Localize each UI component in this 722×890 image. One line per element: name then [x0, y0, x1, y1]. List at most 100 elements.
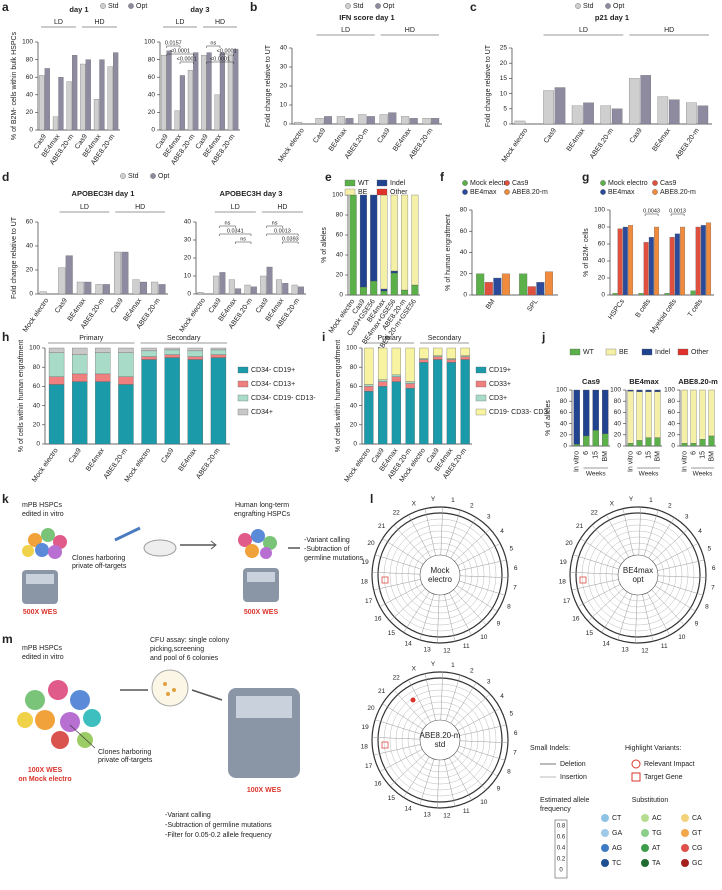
chromosome-label: 20: [367, 540, 375, 547]
bar-segment: [210, 347, 227, 351]
circos-center: [419, 719, 461, 761]
legend-label: Cas9: [512, 180, 528, 187]
y-tick-label: 40: [668, 420, 676, 427]
chromosome-label: 7: [711, 585, 715, 592]
circos-center: [617, 554, 659, 596]
chromosome-label: 21: [378, 688, 386, 695]
bar-segment: [391, 376, 401, 382]
bar-segment: [118, 376, 134, 385]
legend-swatch: [344, 188, 356, 196]
bar: [648, 237, 654, 296]
y-tick-label: 100: [610, 387, 621, 394]
bar-segment: [405, 381, 415, 384]
y-tick-label: 60: [26, 219, 34, 226]
bar: [686, 102, 697, 125]
bar-segment: [627, 443, 634, 447]
bar: [628, 78, 640, 125]
bar-segment: [433, 356, 443, 360]
bar: [95, 284, 103, 295]
circos-ring: [371, 671, 509, 809]
chromosome-divider: [444, 759, 456, 807]
legend-label: Cas9: [660, 180, 676, 187]
y-tick-label: 80: [336, 212, 344, 219]
x-tick-label: Cas9: [543, 127, 558, 144]
chromosome-divider: [459, 740, 508, 743]
bar: [76, 281, 84, 295]
x-tick-label: In vitro: [627, 451, 634, 472]
chromosome-divider: [654, 585, 696, 612]
chromosome-label: 3: [685, 513, 689, 520]
y-tick-label: 15: [500, 75, 508, 82]
circos-title: BE4max: [623, 566, 653, 575]
y-tick-label: 0: [29, 291, 33, 298]
chromosome-divider: [393, 524, 427, 561]
bar-segment: [627, 389, 634, 392]
chromosome-divider: [457, 543, 501, 566]
x-tick-label: BE4max: [85, 447, 106, 473]
y-tick-label: 20: [148, 109, 156, 116]
m-clones: private off-targets: [98, 757, 153, 764]
bar-segment: [602, 389, 609, 434]
bar: [643, 242, 649, 296]
chromosome-label: 22: [591, 510, 599, 517]
bar: [58, 267, 66, 295]
bar-segment: [390, 194, 398, 272]
significance-label: 0.0157: [165, 40, 182, 46]
bar: [219, 52, 225, 131]
substitution-label: TG: [652, 830, 662, 837]
bar: [121, 251, 129, 295]
x-tick-label: 6: [583, 451, 590, 455]
substitution-swatch: [601, 844, 609, 852]
significance-bracket: [166, 53, 194, 56]
legend-label: BE4max: [470, 189, 497, 196]
bar-segment: [380, 288, 388, 292]
y-tick-label: 60: [560, 409, 568, 416]
chromosome-divider: [389, 588, 426, 622]
chromosome-divider: [572, 554, 619, 570]
significance-bracket: [644, 213, 659, 216]
circos-track: [593, 530, 683, 620]
circos-ring: [377, 677, 503, 803]
bar: [58, 77, 64, 131]
bar-segment: [118, 347, 134, 353]
chromosome-label: 21: [378, 523, 386, 530]
chromosome-divider: [459, 580, 506, 596]
significance-label: 0.0341: [227, 228, 244, 234]
x-tick-label: In vitro: [574, 451, 581, 472]
m-wes-left: 100X WES: [28, 767, 63, 774]
substitution-label: CA: [692, 815, 702, 822]
y-tick-label: 0: [283, 121, 287, 128]
bar: [690, 290, 696, 296]
chromosome-divider: [459, 559, 507, 571]
chromosome-divider: [638, 507, 641, 556]
chromosome-label: 17: [365, 763, 373, 770]
x-axis-label: Weeks: [693, 471, 713, 478]
frequency-tick: 0.6: [557, 835, 566, 841]
legend-label: CD34- CD19+: [251, 367, 295, 374]
y-tick-label: 80: [26, 56, 34, 63]
panel-label: l: [370, 492, 373, 506]
bar-segment: [636, 391, 643, 441]
x-tick-label: 15: [699, 451, 706, 459]
bar-segment: [72, 381, 88, 445]
bar: [431, 118, 440, 125]
bar-segment: [390, 270, 398, 274]
bar-segment: [364, 391, 374, 445]
x-tick-label: ABE8.20-m: [103, 447, 129, 480]
frequency-tick: 0.8: [557, 824, 566, 830]
bar: [345, 118, 354, 125]
chart-title: APOBEC3H day 3: [220, 189, 283, 198]
y-tick-label: 80: [460, 207, 468, 214]
chromosome-divider: [419, 759, 435, 806]
chromosome-label: 5: [510, 710, 514, 717]
legend-title: Substitution: [632, 797, 669, 804]
y-axis-label: % of alleles: [321, 227, 328, 263]
x-tick-label: Cas9: [54, 297, 69, 314]
chromosome-label: X: [412, 500, 417, 507]
circos-title: electro: [428, 575, 453, 584]
y-axis-label: % of cells within human engraftment: [18, 340, 25, 452]
bar-segment: [391, 374, 401, 377]
panel-label: b: [250, 0, 257, 14]
k-wes-left: 500X WES: [23, 609, 58, 616]
